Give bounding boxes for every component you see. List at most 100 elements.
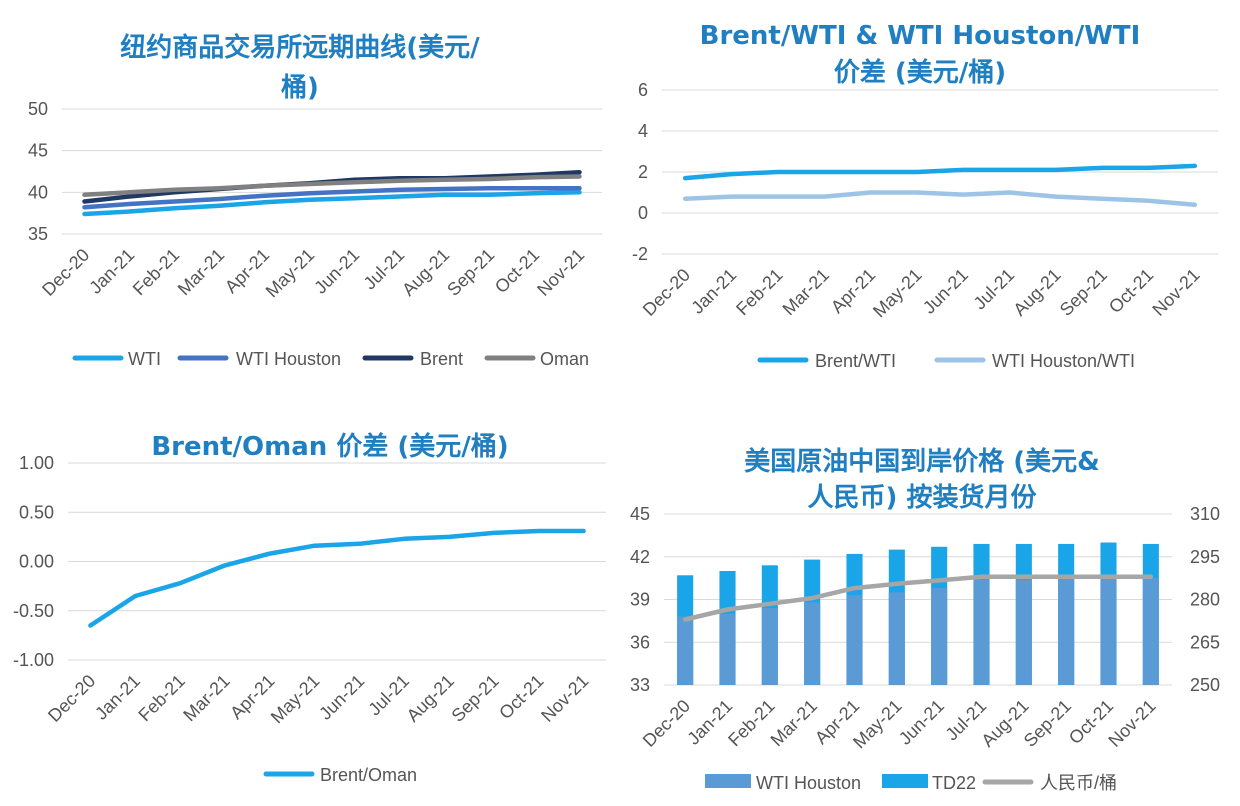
y-tick-label: 0.50	[19, 502, 54, 522]
y-tick-label: -2	[632, 244, 648, 264]
chart-spreads: Brent/WTI & WTI Houston/WTI 价差 (美元/桶) -2 0 2…	[632, 21, 1218, 371]
x-tick-label: Jun-21	[310, 245, 363, 298]
x-tick-label: Jun-21	[919, 265, 972, 318]
x-tick-label: Mar-21	[767, 696, 821, 750]
y2-tick-label: 310	[1190, 504, 1220, 524]
bar-wti-houston	[1100, 578, 1117, 685]
y-tick-label: 36	[630, 632, 650, 652]
x-tick-label: Dec-20	[44, 671, 99, 726]
x-tick-label: Feb-21	[732, 265, 786, 319]
legend-label: 人民币/桶	[1040, 773, 1117, 793]
y-tick-label: 0	[638, 203, 648, 223]
chart-brent-oman: Brent/Oman 价差 (美元/桶) -1.00 -0.50 0.00 0.50 1.…	[13, 431, 606, 785]
x-tick-label: Aug-21	[403, 671, 458, 726]
legend-label: WTI Houston/WTI	[992, 351, 1135, 371]
x-tick-label: Jan-21	[687, 265, 740, 318]
series-line-2-brent-oman	[88, 528, 586, 628]
x-tick-label: Nov-21	[1148, 265, 1203, 320]
x-tick-label: May-21	[869, 265, 926, 322]
y-tick-label: 45	[630, 504, 650, 524]
x-tick-label: Sep-21	[448, 671, 503, 726]
bar-wti-houston	[888, 592, 905, 685]
y-tick-label: 6	[638, 80, 648, 100]
series-line-3--	[682, 574, 1154, 622]
y-tick-label: 0.00	[19, 552, 54, 572]
legend-label: TD22	[932, 773, 976, 793]
x-tick-label: Jan-21	[91, 671, 144, 724]
chart-title-line: Brent/Oman 价差 (美元/桶)	[151, 431, 508, 462]
legend-label: Oman	[540, 349, 589, 369]
x-tick-label: Nov-21	[537, 671, 592, 726]
bar-wti-houston	[1142, 578, 1159, 685]
y2-tick-label: 295	[1190, 547, 1220, 567]
bar-wti-houston	[677, 616, 694, 685]
y-tick-label: -0.50	[13, 601, 54, 621]
chart-title-line: 价差 (美元/桶)	[834, 57, 1006, 88]
chart-title-line: Brent/WTI & WTI Houston/WTI	[700, 21, 1141, 51]
x-tick-label: Nov-21	[1104, 696, 1159, 751]
legend-label: Brent/WTI	[815, 351, 896, 371]
legend-label: Brent	[420, 349, 463, 369]
series-line-0-wti-houston	[82, 185, 582, 210]
legend-label: WTI Houston	[756, 773, 861, 793]
series-line-1-wti-houston-wti	[682, 190, 1198, 208]
series-line-1-brent-wti	[682, 163, 1198, 181]
bar-wti-houston	[804, 602, 821, 685]
legend-swatch	[705, 774, 751, 788]
bar-wti-houston	[931, 588, 948, 685]
bar-wti-houston	[1015, 579, 1032, 685]
x-tick-label: Mar-21	[779, 265, 833, 319]
x-tick-label: May-21	[267, 671, 324, 728]
x-tick-label: Feb-21	[129, 245, 183, 299]
bar-wti-houston	[846, 595, 863, 685]
y2-tick-label: 265	[1190, 632, 1220, 652]
x-tick-label: Feb-21	[134, 671, 188, 725]
bar-wti-houston	[1058, 578, 1075, 685]
chart-landed-price: 美国原油中国到岸价格 (美元&人民币) 按装货月份 33 36 39 42 45 250 26…	[630, 446, 1220, 793]
y-tick-label: 4	[638, 121, 648, 141]
legend-label: WTI	[128, 349, 161, 369]
y-tick-label: 42	[630, 547, 650, 567]
x-tick-label: Sep-21	[443, 245, 498, 300]
chart-futures: 纽约商品交易所远期曲线(美元/桶) 35 40 45 50 Dec-20Jan-21Feb…	[28, 32, 602, 369]
x-tick-label: Dec-20	[38, 245, 93, 300]
chart-title-line: 人民币) 按装货月份	[808, 482, 1037, 513]
y-tick-label: 33	[630, 675, 650, 695]
chart-title-line: 美国原油中国到岸价格 (美元&	[744, 446, 1100, 477]
x-tick-label: Nov-21	[533, 245, 588, 300]
x-tick-label: Feb-21	[724, 696, 778, 750]
y-tick-label: 50	[28, 99, 48, 119]
series-line-0-wti	[82, 190, 582, 217]
y-tick-label: 35	[28, 224, 48, 244]
chart-title-line: 桶)	[281, 72, 319, 103]
x-tick-label: Mar-21	[174, 245, 228, 299]
y-tick-label: 1.00	[19, 453, 54, 473]
x-tick-label: Oct-21	[1105, 265, 1157, 317]
bar-wti-houston	[761, 608, 778, 685]
y-tick-label: -1.00	[13, 650, 54, 670]
bar-wti-houston	[719, 613, 736, 685]
y-tick-label: 40	[28, 182, 48, 202]
y2-tick-label: 280	[1190, 590, 1220, 610]
series-line-0-oman	[82, 174, 582, 198]
x-tick-label: Mar-21	[179, 671, 233, 725]
y-tick-label: 2	[638, 162, 648, 182]
x-tick-label: Jan-21	[85, 245, 138, 298]
x-tick-label: Aug-21	[398, 245, 453, 300]
x-tick-label: Aug-21	[1009, 265, 1064, 320]
legend-label: Brent/Oman	[320, 765, 417, 785]
bar-wti-houston	[973, 579, 990, 685]
legend-swatch	[882, 774, 928, 788]
x-tick-label: Jun-21	[315, 671, 368, 724]
x-tick-label: Dec-20	[639, 265, 694, 320]
x-tick-label: Jun-21	[895, 696, 948, 749]
x-tick-label: Dec-20	[639, 696, 694, 751]
x-tick-label: Sep-21	[1020, 696, 1075, 751]
y2-tick-label: 250	[1190, 675, 1220, 695]
y-tick-label: 45	[28, 141, 48, 161]
x-tick-label: Sep-21	[1056, 265, 1111, 320]
y-tick-label: 39	[630, 590, 650, 610]
chart-title-line: 纽约商品交易所远期曲线(美元/	[120, 32, 480, 63]
legend-label: WTI Houston	[236, 349, 341, 369]
